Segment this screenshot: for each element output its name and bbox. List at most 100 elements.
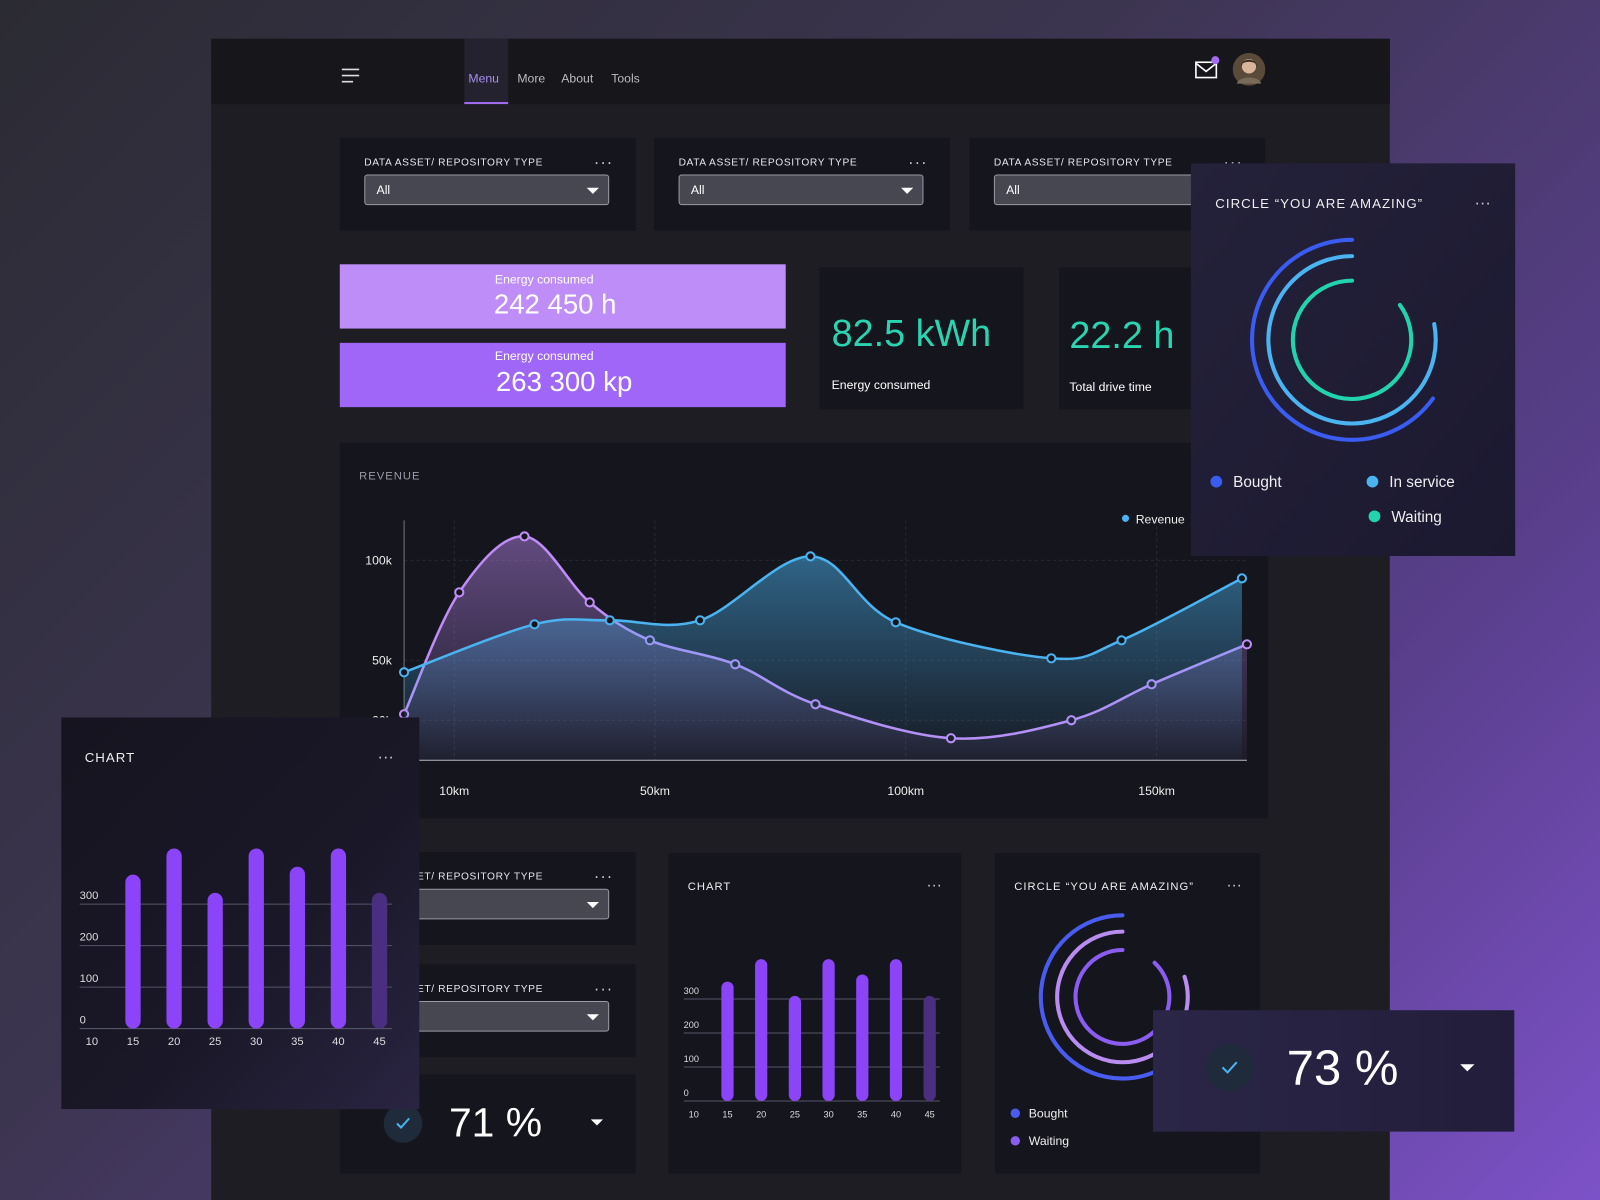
x-tick-label: 10 xyxy=(689,1109,699,1119)
percent-value: 73 % xyxy=(1286,1041,1399,1096)
tile-label: Energy consumed xyxy=(494,348,594,364)
card-bg xyxy=(61,717,420,1110)
bar xyxy=(822,959,835,1102)
tile-label: Energy consumed xyxy=(494,272,594,287)
x-tick-label: 25 xyxy=(209,1036,221,1048)
menu-icon[interactable] xyxy=(341,67,361,83)
y-tick-label: 200 xyxy=(684,1020,699,1030)
card-title: CHART xyxy=(688,881,732,893)
x-tick-label: 40 xyxy=(332,1036,344,1048)
legend-label: In service xyxy=(1389,474,1454,491)
x-tick-label: 20 xyxy=(168,1036,180,1048)
more-icon[interactable]: ··· xyxy=(593,980,614,998)
tile-value: 263 300 kp xyxy=(495,366,633,397)
x-tick-label: 45 xyxy=(925,1109,935,1119)
area xyxy=(404,556,1242,761)
select[interactable]: All xyxy=(678,174,924,206)
x-tick-label: 40 xyxy=(891,1109,901,1119)
legend-dot xyxy=(1366,475,1379,488)
energy-tile: Energy consumed 242 450 h xyxy=(339,264,786,329)
radial-card: CIRCLE “YOU ARE AMAZING” ··· Bought In se… xyxy=(1190,163,1516,557)
bar-card: CHART ··· 0 100 200 300 10 15 20 25 30 35 40 45 xyxy=(668,853,962,1174)
more-icon[interactable]: ··· xyxy=(1227,877,1242,894)
avatar[interactable] xyxy=(1232,53,1266,86)
card-bg xyxy=(1190,163,1516,557)
nav-item[interactable]: More xyxy=(517,71,546,86)
nav-item[interactable]: Menu xyxy=(468,71,500,86)
x-tick-label: 35 xyxy=(857,1109,867,1119)
more-icon[interactable]: ··· xyxy=(378,748,394,766)
point xyxy=(529,619,540,630)
percent-value: 71 % xyxy=(448,1101,543,1146)
caret[interactable] xyxy=(1460,1064,1475,1072)
point xyxy=(1046,653,1057,664)
point xyxy=(604,615,615,626)
x-tick-label: 150km xyxy=(1138,784,1175,798)
filter-label: DATA ASSET/ REPOSITORY TYPE xyxy=(993,157,1173,169)
card-title: CIRCLE “YOU ARE AMAZING” xyxy=(1014,881,1194,893)
y-tick-label: 100k xyxy=(365,553,392,567)
filter-card: DATA ASSET/ REPOSITORY TYPE ··· All xyxy=(339,137,636,231)
more-icon[interactable]: ··· xyxy=(593,868,614,886)
nav-item[interactable]: About xyxy=(561,71,594,86)
mail-icon[interactable] xyxy=(1194,55,1221,82)
nav-item[interactable]: Tools xyxy=(611,71,640,86)
bar xyxy=(166,848,182,1029)
bar xyxy=(207,892,223,1029)
filter-label: DATA ASSET/ REPOSITORY TYPE xyxy=(364,157,544,169)
y-tick-label: 300 xyxy=(684,986,699,996)
bar xyxy=(248,848,264,1029)
x-tick-label: 45 xyxy=(373,1036,385,1048)
stat-card: 22.2 h Total drive time xyxy=(1059,267,1203,410)
ring-arc xyxy=(1290,278,1414,401)
caret xyxy=(586,1014,599,1021)
bar xyxy=(330,848,347,1029)
stat-card: 82.5 kWh Energy consumed xyxy=(819,267,1024,410)
bar xyxy=(125,874,141,1029)
stat-value: 82.5 kWh xyxy=(831,312,992,355)
bar xyxy=(755,959,768,1102)
card-title: CHART xyxy=(85,750,135,765)
point xyxy=(519,531,530,542)
legend-label: Bought xyxy=(1233,474,1282,491)
more-icon[interactable]: ··· xyxy=(1474,194,1490,212)
stat-value: 22.2 h xyxy=(1069,314,1175,357)
more-icon[interactable]: ··· xyxy=(927,877,942,894)
check-icon[interactable] xyxy=(1205,1043,1254,1092)
point xyxy=(1116,635,1127,646)
legend-dot xyxy=(1210,475,1223,488)
caret xyxy=(901,187,914,194)
legend-dot xyxy=(1010,1136,1021,1146)
select[interactable]: All xyxy=(364,174,610,206)
nav-active xyxy=(464,38,509,105)
y-tick-label: 0 xyxy=(684,1088,689,1098)
x-tick-label: 15 xyxy=(127,1036,139,1048)
more-icon[interactable]: ··· xyxy=(593,154,614,172)
caret xyxy=(586,187,599,194)
check-icon[interactable] xyxy=(383,1103,424,1144)
header xyxy=(211,38,1390,105)
bar xyxy=(788,995,802,1102)
y-tick-label: 0 xyxy=(80,1014,86,1026)
legend-label: Bought xyxy=(1029,1107,1068,1121)
y-tick-label: 300 xyxy=(80,890,99,902)
filter-label: DATA ASSET/ REPOSITORY TYPE xyxy=(364,871,544,883)
x-tick-label: 20 xyxy=(756,1109,766,1119)
legend-label: Waiting xyxy=(1029,1134,1070,1148)
bar xyxy=(923,995,936,1102)
ring-arc xyxy=(1266,254,1438,426)
card-title: CIRCLE “YOU ARE AMAZING” xyxy=(1215,196,1423,211)
more-icon[interactable]: ··· xyxy=(908,154,928,172)
legend-dot xyxy=(1368,510,1381,523)
legend-label: Revenue xyxy=(1136,512,1185,526)
x-tick-label: 10km xyxy=(439,784,469,798)
x-tick-label: 35 xyxy=(291,1036,303,1048)
point xyxy=(584,597,595,608)
point xyxy=(694,615,706,626)
ring-arc xyxy=(1250,237,1435,442)
caret[interactable] xyxy=(590,1119,604,1126)
filter-label: DATA ASSET/ REPOSITORY TYPE xyxy=(678,157,858,169)
tile-value: 242 450 h xyxy=(493,288,617,320)
x-tick-label: 100km xyxy=(887,784,924,798)
